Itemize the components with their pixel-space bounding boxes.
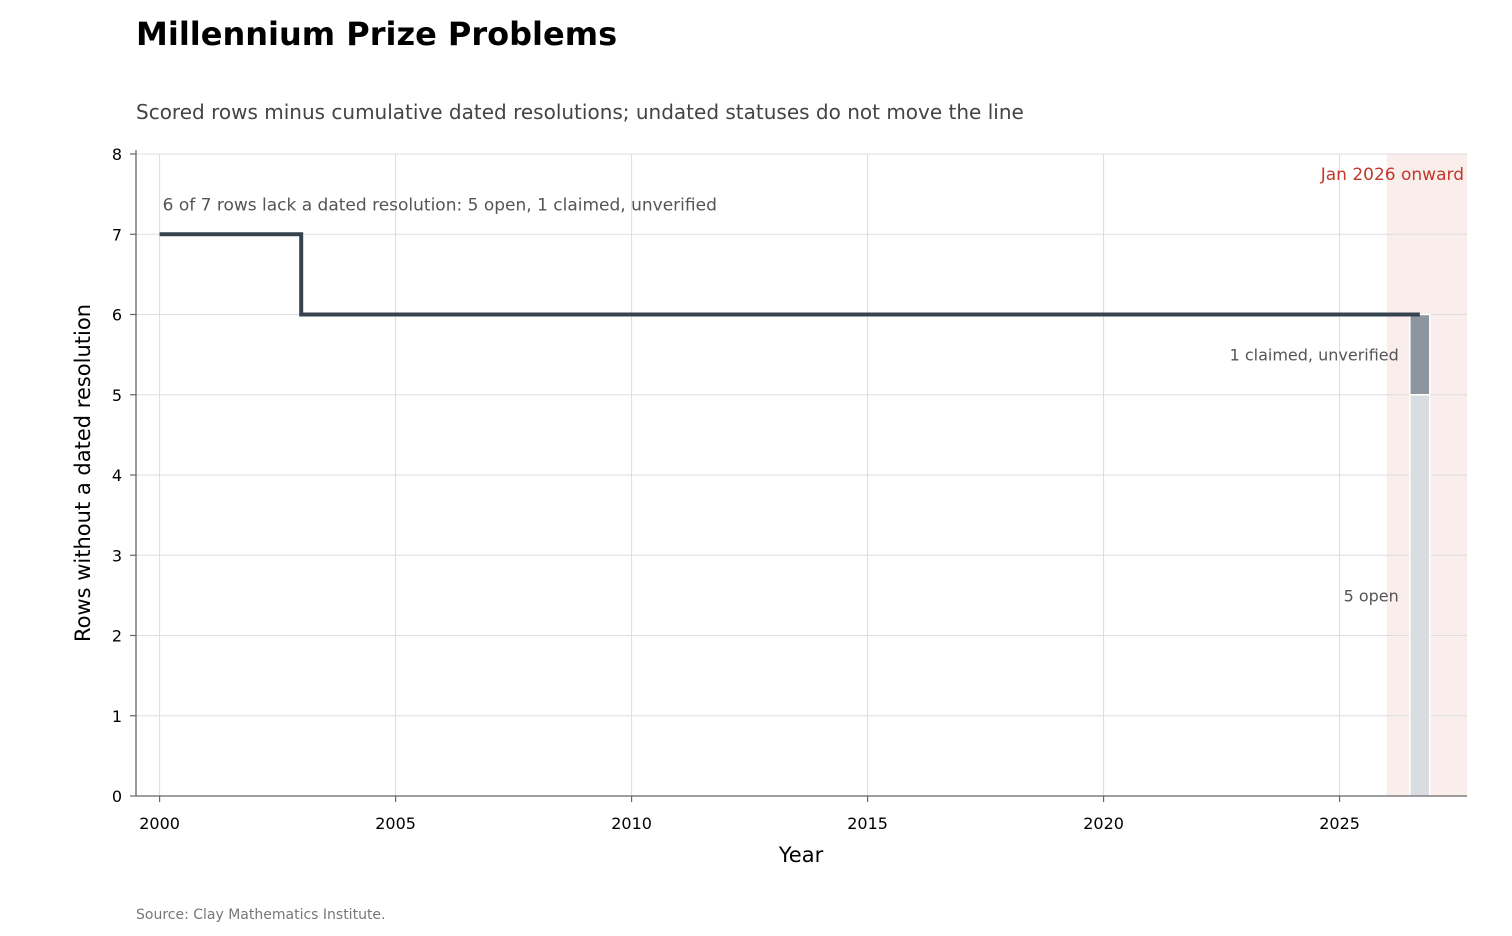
stacked-bar-segment: [1409, 394, 1431, 797]
y-tick-label: 2: [112, 627, 122, 646]
y-tick-label: 8: [112, 145, 122, 164]
y-tick-label: 7: [112, 225, 122, 244]
y-tick-label: 0: [112, 787, 122, 806]
stacked-bar-layer: [1409, 313, 1431, 797]
y-tick-label: 4: [112, 466, 122, 485]
labels-layer: 5 open 1 claimed, unverified 6 of 7 rows l…: [163, 165, 1464, 605]
chart-title: Millennium Prize Problems: [136, 15, 617, 53]
series-line: [159, 232, 1420, 317]
y-tick-label: 3: [112, 546, 122, 565]
shaded-region-label: Jan 2026 onward: [1320, 165, 1464, 185]
x-axis-label: Year: [778, 843, 824, 867]
y-tick-label: 6: [112, 306, 122, 325]
chart-subtitle: Scored rows minus cumulative dated resol…: [136, 100, 1024, 124]
y-axis-label: Rows without a dated resolution: [71, 304, 95, 642]
stacked-bar-segment: [1409, 313, 1431, 396]
grid-layer: [136, 153, 1467, 797]
x-tick-label: 2020: [1083, 814, 1124, 833]
y-tick-label: 5: [112, 386, 122, 405]
source-note: Source: Clay Mathematics Institute.: [136, 907, 386, 923]
bar-segment-label: 1 claimed, unverified: [1230, 346, 1399, 365]
x-tick-label: 2015: [847, 814, 888, 833]
axes-layer: 2000 2005 2010 2015 2020 2025 0 1 2 3 4 5 6 7 8: [112, 145, 1467, 833]
x-tick-label: 2025: [1319, 814, 1360, 833]
x-tick-label: 2010: [611, 814, 652, 833]
y-tick-label: 1: [112, 707, 122, 726]
x-tick-label: 2000: [139, 814, 180, 833]
bar-segment-label: 5 open: [1344, 586, 1399, 605]
x-tick-label: 2005: [375, 814, 416, 833]
line-annotation: 6 of 7 rows lack a dated resolution: 5 o…: [163, 195, 717, 215]
series-layer: [159, 232, 1420, 317]
